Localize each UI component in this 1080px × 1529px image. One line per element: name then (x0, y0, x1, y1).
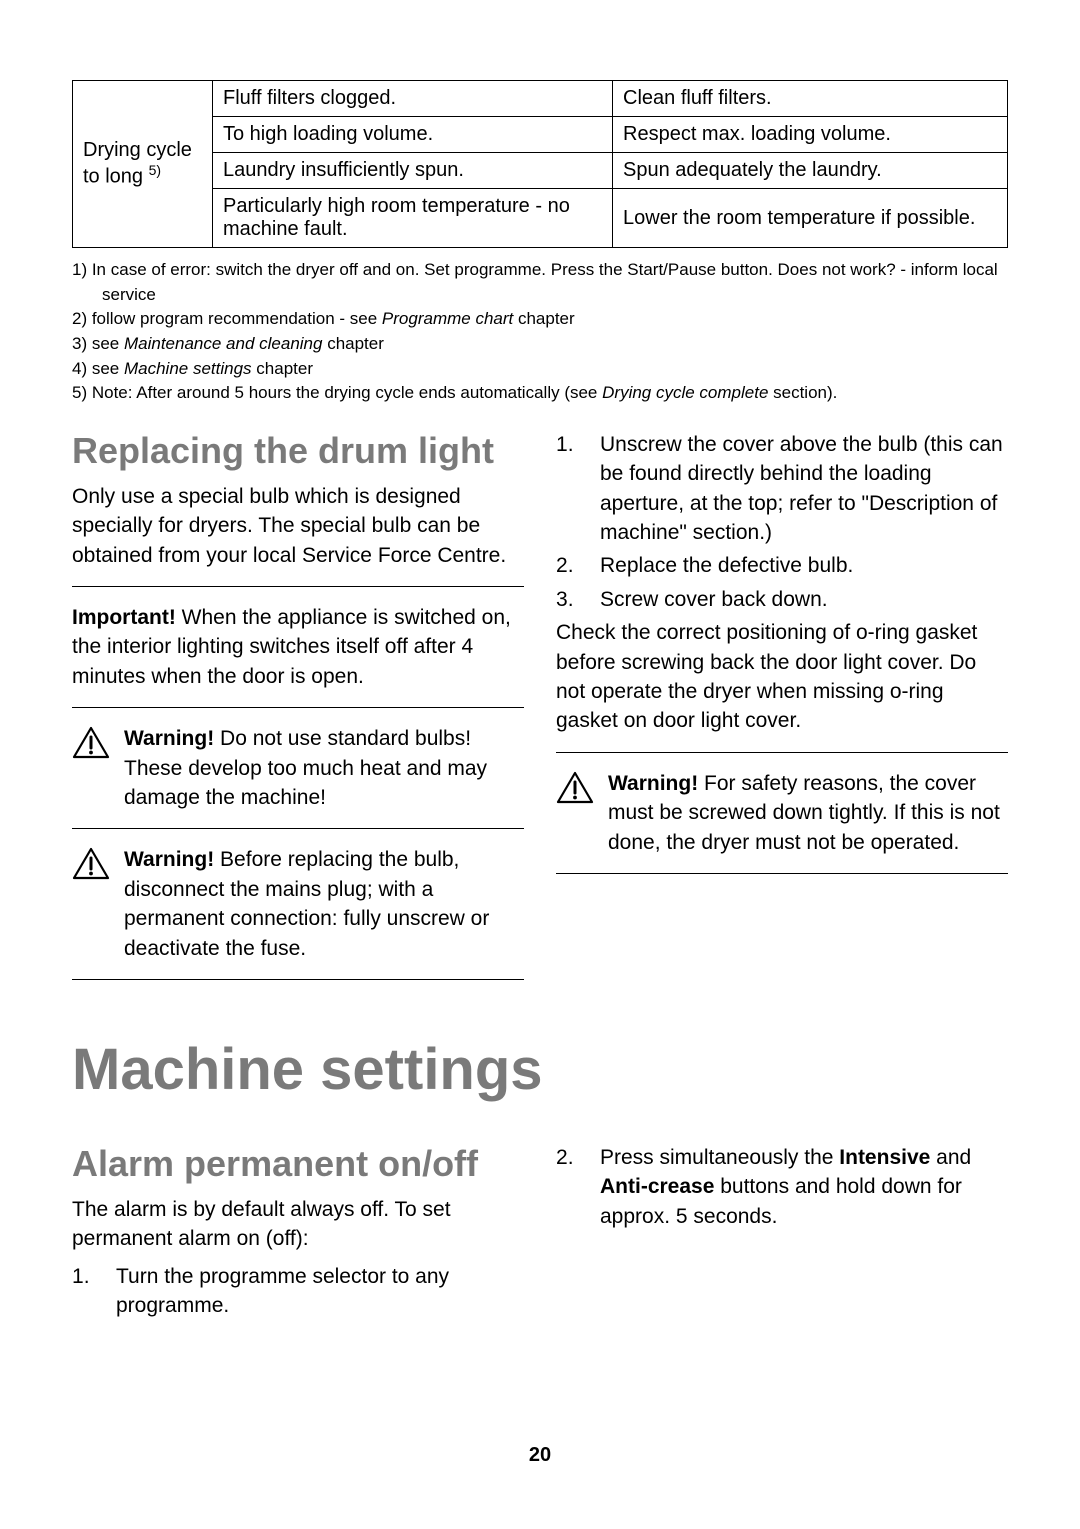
warning-triangle-icon (556, 771, 594, 805)
step-3: Screw cover back down. (556, 585, 1008, 614)
warning-triangle-icon (72, 726, 110, 760)
table-cell: To high loading volume. (213, 117, 613, 153)
alarm-step-2: Press simultaneously the Intensive and A… (556, 1143, 1008, 1231)
table-cell: Particularly high room temperature - no … (213, 189, 613, 248)
divider (72, 828, 524, 829)
section-title-alarm: Alarm permanent on/off (72, 1143, 524, 1185)
table-cell: Lower the room temperature if possible. (613, 189, 1008, 248)
table-cell: Clean fluff filters. (613, 81, 1008, 117)
divider (556, 752, 1008, 753)
intro-text: Only use a special bulb which is designe… (72, 482, 524, 570)
section-title-drum-light: Replacing the drum light (72, 430, 524, 472)
warning-block-2: Warning! Before replacing the bulb, disc… (72, 845, 524, 963)
footnote-4: 4) see Machine settings chapter (72, 357, 1008, 382)
divider (72, 707, 524, 708)
footnote-1: 1) In case of error: switch the dryer of… (72, 258, 1008, 307)
main-heading-machine-settings: Machine settings (72, 1036, 1008, 1103)
table-first-col: Drying cycle to long 5) (73, 81, 213, 248)
after-steps-text: Check the correct positioning of o-ring … (556, 618, 1008, 736)
warning-block-1: Warning! Do not use standard bulbs! Thes… (72, 724, 524, 812)
footnote-2: 2) follow program recommendation - see P… (72, 307, 1008, 332)
divider (72, 979, 524, 980)
table-cell: Laundry insufficiently spun. (213, 153, 613, 189)
footnote-5: 5) Note: After around 5 hours the drying… (72, 381, 1008, 406)
troubleshooting-table: Drying cycle to long 5) Fluff filters cl… (72, 80, 1008, 248)
step-1: Unscrew the cover above the bulb (this c… (556, 430, 1008, 548)
alarm-step-1: Turn the programme selector to any progr… (72, 1262, 524, 1321)
footnote-3: 3) see Maintenance and cleaning chapter (72, 332, 1008, 357)
table-cell: Fluff filters clogged. (213, 81, 613, 117)
table-cell: Spun adequately the laundry. (613, 153, 1008, 189)
table-cell: Respect max. loading volume. (613, 117, 1008, 153)
divider (556, 873, 1008, 874)
alarm-steps-right: Press simultaneously the Intensive and A… (556, 1143, 1008, 1231)
replacement-steps: Unscrew the cover above the bulb (this c… (556, 430, 1008, 614)
page-number: 20 (72, 1444, 1008, 1467)
divider (72, 586, 524, 587)
important-block: Important! When the appliance is switche… (72, 603, 524, 691)
alarm-intro: The alarm is by default always off. To s… (72, 1195, 524, 1254)
footnotes: 1) In case of error: switch the dryer of… (72, 258, 1008, 406)
step-2: Replace the defective bulb. (556, 551, 1008, 580)
warning-block-3: Warning! For safety reasons, the cover m… (556, 769, 1008, 857)
warning-triangle-icon (72, 847, 110, 881)
alarm-steps-left: Turn the programme selector to any progr… (72, 1262, 524, 1321)
